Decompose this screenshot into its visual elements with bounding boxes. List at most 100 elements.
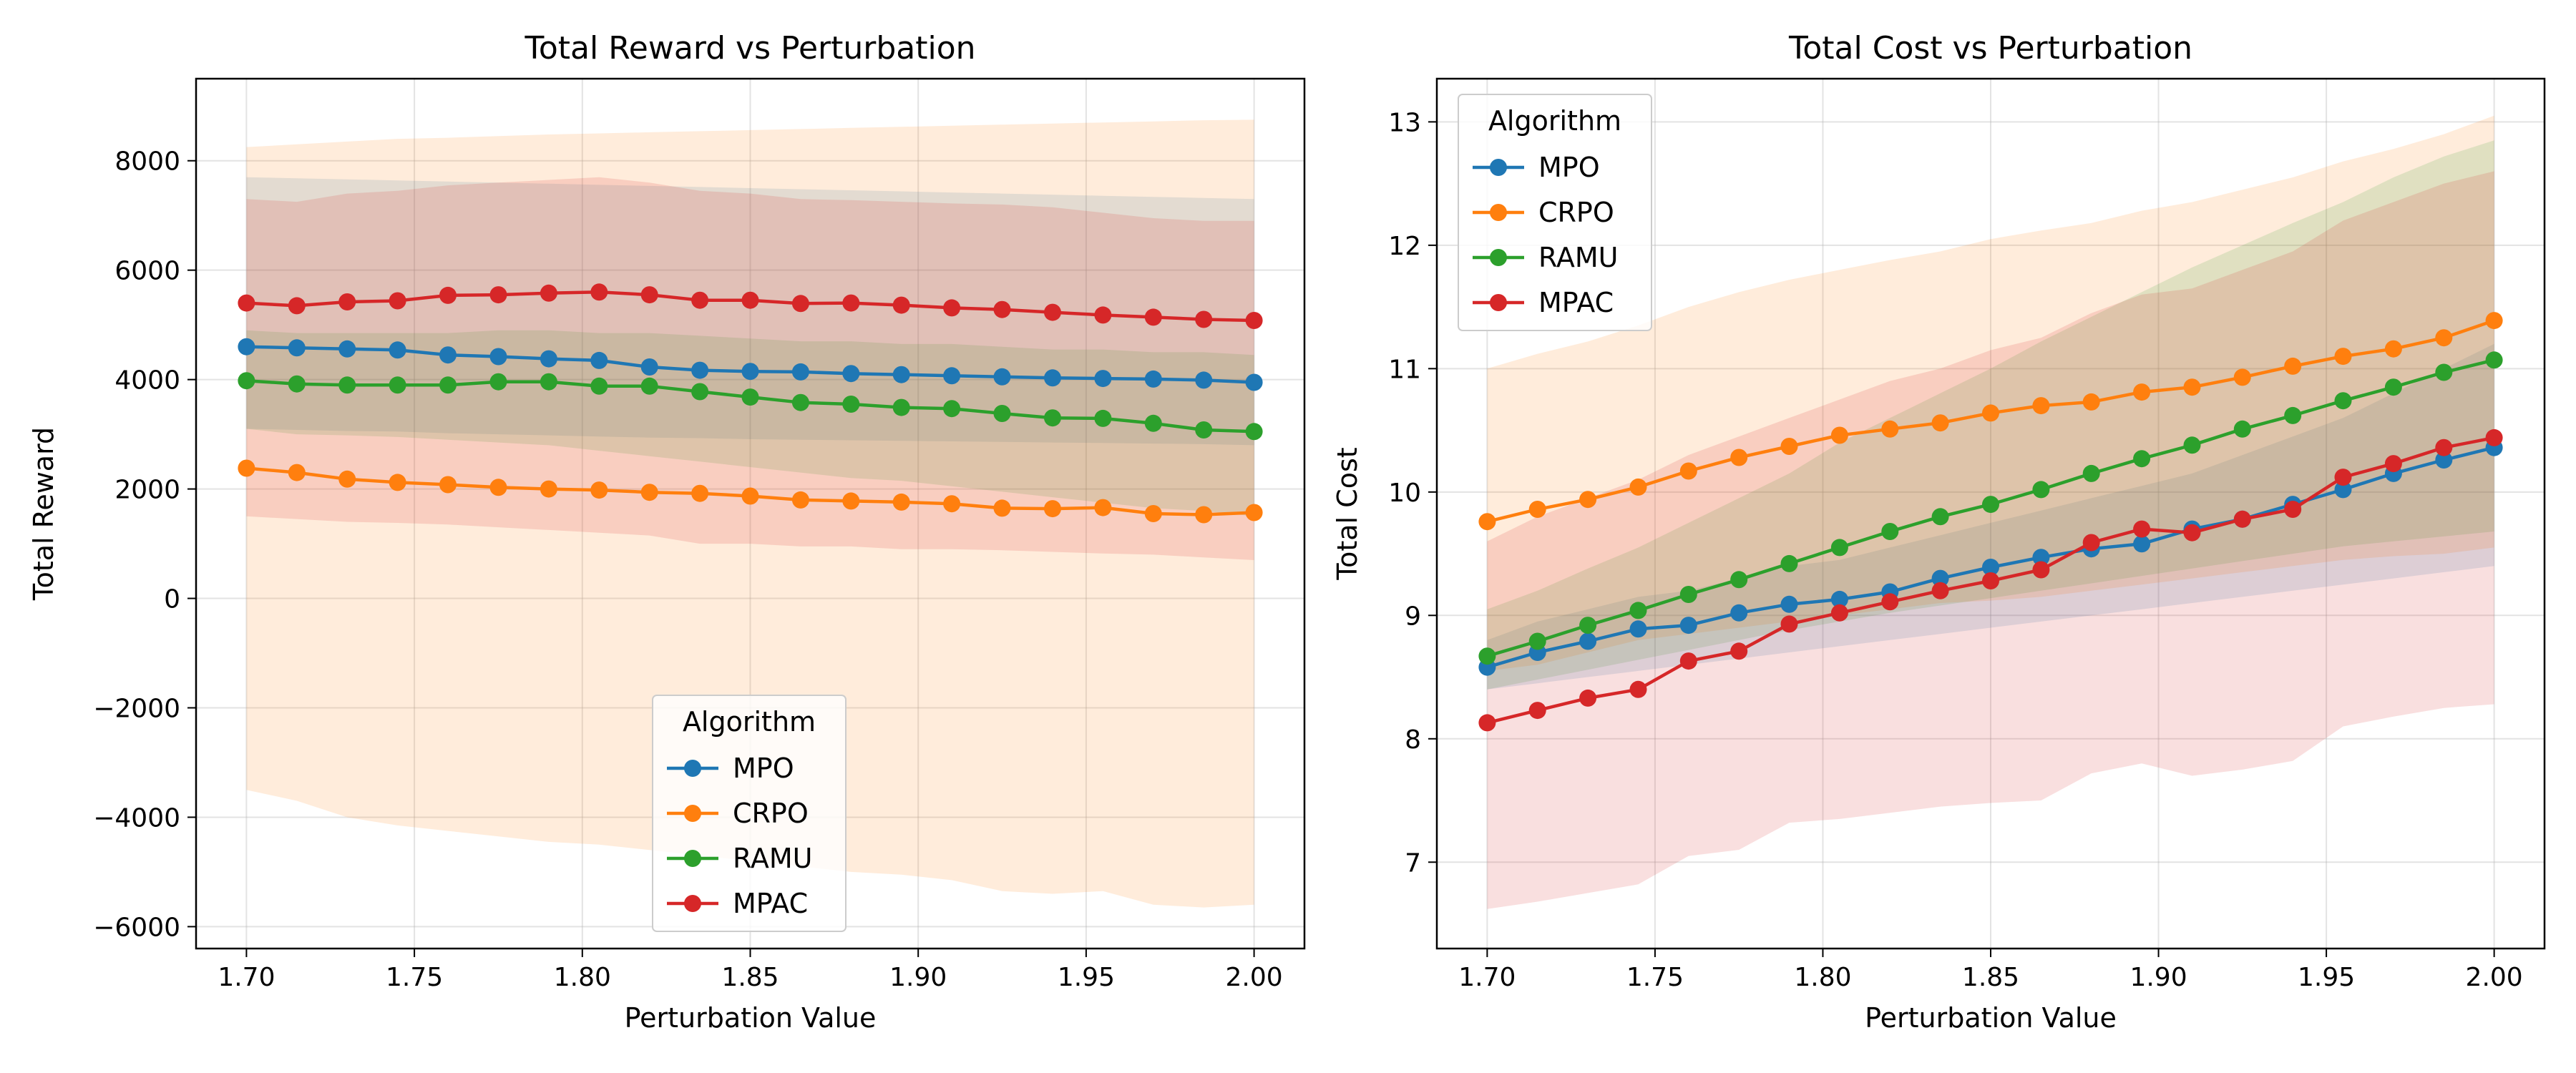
cost-x-tick-label: 1.90: [2129, 963, 2187, 992]
cost-ramu-point: [2485, 351, 2503, 369]
reward-mpo-point: [238, 338, 255, 356]
reward-legend-marker-mpac: [684, 895, 701, 912]
reward-chart: 1.70 1.75 1.80 1.85 1.90 1.95 2.00 −6000 −4000 −2…: [28, 30, 1306, 1034]
reward-mpo-point: [1245, 373, 1263, 391]
reward-mpac-point: [1144, 308, 1162, 326]
cost-crpo-point: [2183, 378, 2201, 396]
cost-ramu-point: [1528, 632, 1546, 650]
reward-crpo-point: [943, 495, 961, 513]
reward-ramu-point: [489, 373, 507, 391]
cost-mpo-point: [1730, 604, 1748, 622]
reward-ramu-point: [993, 405, 1011, 422]
reward-ramu-point: [640, 377, 658, 395]
reward-y-tick-label: −4000: [93, 803, 180, 833]
cost-mpo-point: [1931, 569, 1949, 587]
reward-legend-item-crpo: CRPO: [667, 798, 809, 829]
reward-mpac-point: [892, 296, 910, 314]
cost-crpo-point: [1780, 438, 1798, 455]
reward-mpo-point: [540, 350, 557, 368]
cost-mpac-point: [1780, 615, 1798, 633]
cost-ramu-point: [1579, 617, 1597, 635]
cost-mpac-point: [2183, 524, 2201, 542]
cost-y-tick-label: 13: [1388, 108, 1421, 137]
cost-ramu-point: [2133, 450, 2151, 468]
reward-mpac-point: [288, 297, 306, 315]
reward-mpac-point: [1245, 312, 1263, 329]
cost-crpo-point: [2133, 383, 2151, 401]
reward-x-tick-label: 1.70: [218, 963, 275, 992]
cost-mpac-band: [1487, 171, 2494, 909]
cost-mpo-point: [1629, 620, 1647, 638]
cost-mpac-point: [1931, 582, 1949, 599]
cost-ramu-point: [1679, 586, 1697, 603]
reward-x-tick-label: 1.90: [889, 963, 947, 992]
reward-y-tick-label: 2000: [114, 476, 180, 505]
cost-legend-label-ramu: RAMU: [1538, 242, 1618, 273]
reward-chart-title: Total Reward vs Perturbation: [524, 30, 975, 67]
cost-crpo-point: [1931, 414, 1949, 432]
cost-ramu-point: [2233, 420, 2251, 438]
reward-legend-label-mpo: MPO: [733, 753, 794, 784]
cost-mpo-band: [1487, 343, 2494, 690]
reward-crpo-point: [1094, 499, 1112, 516]
reward-mpac-point: [1044, 303, 1061, 321]
reward-mpo-point: [640, 358, 658, 376]
reward-ramu-point: [288, 375, 306, 393]
reward-ramu-point: [892, 398, 910, 416]
reward-crpo-point: [238, 459, 255, 477]
cost-legend-item-ramu: RAMU: [1473, 242, 1618, 273]
cost-y-tick-label: 9: [1405, 602, 1421, 631]
cost-mpac-point: [1478, 714, 1496, 732]
reward-mpac-point: [640, 286, 658, 304]
cost-legend-marker-mpac: [1490, 294, 1507, 311]
reward-x-tick-label: 2.00: [1226, 963, 1283, 992]
cost-crpo-point: [2233, 368, 2251, 386]
cost-legend-marker-ramu: [1490, 249, 1507, 266]
reward-mpo-point: [691, 361, 709, 379]
cost-legend-item-mpac: MPAC: [1473, 287, 1614, 318]
reward-crpo-point: [892, 493, 910, 511]
cost-ramu-point: [1478, 647, 1496, 665]
reward-ramu-point: [791, 393, 809, 411]
reward-y-tick-label: 4000: [114, 366, 180, 396]
reward-ramu-point: [943, 400, 961, 418]
reward-legend-label-mpac: MPAC: [733, 888, 808, 919]
cost-ramu-point: [1982, 496, 1999, 514]
cost-mpo-point: [1982, 559, 1999, 576]
reward-y-tick-label: 8000: [114, 147, 180, 177]
reward-mpac-point: [590, 283, 608, 301]
reward-mpo-point: [943, 367, 961, 385]
reward-crpo-point: [389, 474, 406, 491]
cost-x-tick-label: 1.95: [2298, 963, 2355, 992]
cost-legend-item-mpo: MPO: [1473, 152, 1600, 183]
reward-y-axis-label: Total Reward: [28, 427, 59, 601]
reward-legend-item-mpo: MPO: [667, 753, 794, 784]
reward-mpac-point: [489, 286, 507, 304]
reward-mpac-point: [741, 291, 759, 309]
cost-legend-label-mpo: MPO: [1538, 152, 1600, 183]
cost-ramu-point: [1629, 602, 1647, 619]
reward-mpac-point: [238, 294, 255, 312]
reward-ramu-point: [1144, 414, 1162, 432]
reward-mpo-point: [842, 365, 860, 383]
cost-crpo-point: [1730, 449, 1748, 466]
cost-mpac-point: [2485, 428, 2503, 446]
cost-mpac-point: [1830, 604, 1848, 622]
reward-crpo-point: [741, 487, 759, 505]
reward-mpo-point: [1044, 369, 1061, 387]
cost-x-tick-label: 1.70: [1458, 963, 1516, 992]
reward-y-tick-label: −2000: [93, 694, 180, 723]
cost-legend-label-mpac: MPAC: [1538, 287, 1614, 318]
reward-x-tick-label: 1.85: [721, 963, 779, 992]
cost-legend-label-crpo: CRPO: [1538, 197, 1614, 228]
reward-ramu-point: [1044, 409, 1061, 427]
cost-legend-title: Algorithm: [1488, 105, 1621, 137]
cost-ramu-point: [2384, 378, 2402, 396]
reward-mpo-point: [1144, 370, 1162, 388]
reward-crpo-point: [288, 464, 306, 481]
cost-ramu-point: [2032, 481, 2050, 499]
cost-crpo-point: [1579, 491, 1597, 509]
reward-ramu-point: [389, 376, 406, 394]
reward-y-tick-label: −6000: [93, 913, 180, 942]
reward-ramu-point: [540, 373, 557, 391]
